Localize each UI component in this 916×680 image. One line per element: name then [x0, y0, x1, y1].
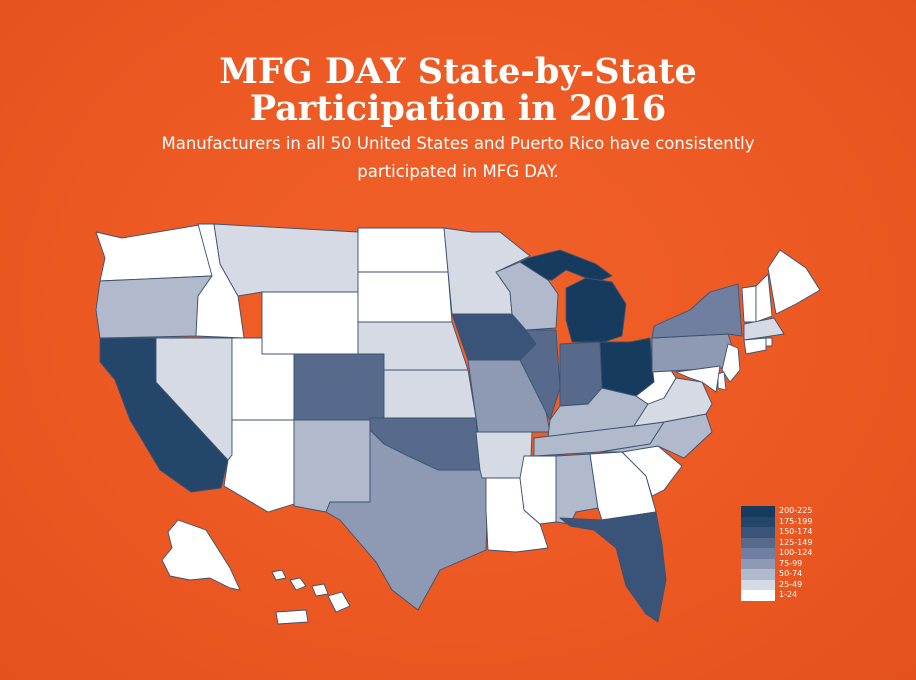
state-FL	[559, 511, 667, 623]
state-SD	[357, 271, 453, 323]
state-TX	[325, 429, 489, 611]
state-KS	[383, 369, 477, 419]
state-PR	[275, 609, 309, 625]
state-MA	[743, 317, 785, 341]
state-MD	[675, 365, 721, 393]
legend-label: 25-49	[779, 579, 803, 589]
state-HI-3	[311, 583, 329, 597]
state-NC	[599, 413, 713, 459]
state-DE	[717, 371, 727, 391]
legend-swatch	[741, 506, 775, 517]
legend-swatch	[741, 527, 775, 538]
legend-swatch	[741, 569, 775, 580]
legend-item: 25-49	[741, 579, 812, 590]
subtitle-line-2: participated in MFG DAY.	[357, 162, 559, 181]
state-RI	[765, 337, 773, 347]
legend-label: 175-199	[779, 516, 813, 526]
legend-label: 125-149	[779, 537, 813, 547]
legend-label: 100-124	[779, 548, 813, 558]
state-HI-1	[271, 569, 287, 581]
page-title-line-2: Participation in 2016	[249, 88, 667, 129]
legend-swatch	[741, 537, 775, 548]
legend-swatch	[741, 579, 775, 590]
legend-swatch	[741, 548, 775, 559]
state-IL	[519, 329, 561, 421]
state-MI-upper	[519, 249, 613, 283]
legend-item: 50-74	[741, 569, 812, 580]
legend-item: 150-174	[741, 527, 812, 538]
legend-item: 75-99	[741, 558, 812, 569]
legend-swatch	[741, 590, 775, 601]
state-PA	[651, 333, 735, 373]
state-VT	[741, 285, 757, 323]
state-OR	[95, 275, 213, 339]
state-CO	[293, 353, 385, 421]
state-WA	[95, 223, 213, 282]
state-OH	[599, 337, 655, 397]
legend-label: 50-74	[779, 569, 803, 579]
state-ME	[767, 249, 821, 315]
legend-label: 200-225	[779, 506, 813, 516]
state-MI-lower	[565, 277, 627, 343]
state-ND	[357, 227, 449, 273]
page-title-line-1: MFG DAY State-by-State	[219, 51, 697, 92]
state-AZ	[223, 419, 295, 513]
state-HI-2	[289, 577, 307, 591]
state-MT	[213, 223, 359, 297]
legend-item: 200-225	[741, 506, 812, 517]
legend-item: 175-199	[741, 516, 813, 527]
state-NH	[755, 273, 773, 323]
state-CT	[743, 337, 767, 355]
state-NY	[651, 283, 743, 339]
legend-label: 75-99	[779, 558, 803, 568]
legend-label: 150-174	[779, 527, 813, 537]
legend: 200-225 175-199 150-174 125-149 100-124 75-99…	[741, 506, 812, 601]
state-NJ	[721, 343, 741, 383]
legend-swatch	[741, 558, 775, 569]
state-HI-4	[327, 591, 351, 613]
state-NM	[293, 419, 371, 513]
legend-item: 1-24	[741, 590, 812, 601]
legend-item: 125-149	[741, 537, 813, 548]
state-AK	[161, 519, 241, 591]
state-WY	[261, 291, 359, 355]
state-WV	[635, 363, 677, 405]
legend-swatch	[741, 516, 775, 527]
legend-item: 100-124	[741, 548, 812, 559]
subtitle-line-1: Manufacturers in all 50 United States an…	[161, 134, 755, 153]
legend-label: 1-24	[779, 590, 798, 600]
